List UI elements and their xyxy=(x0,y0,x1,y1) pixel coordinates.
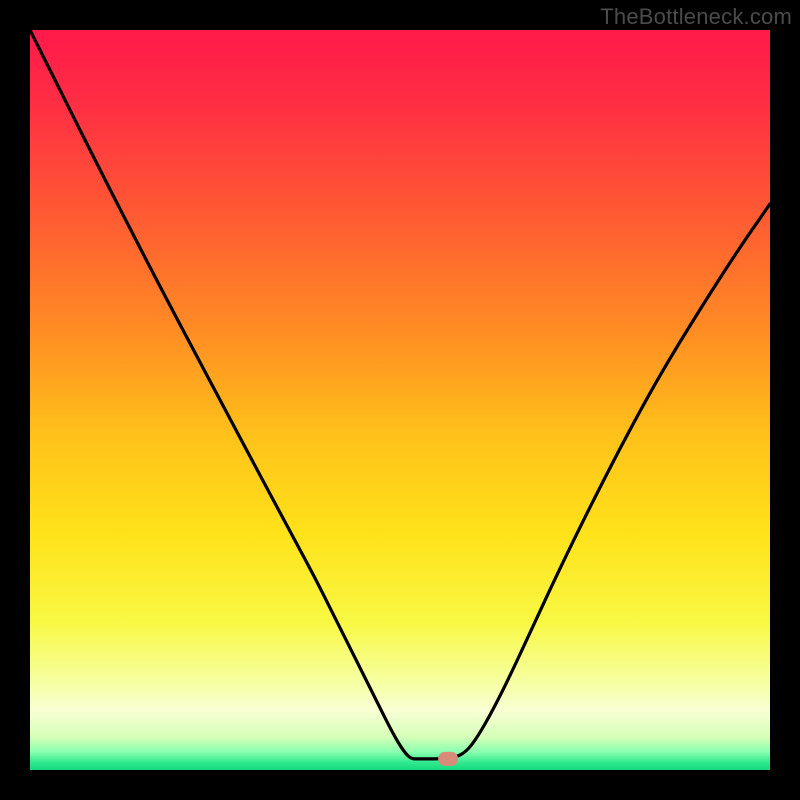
bottleneck-chart xyxy=(0,0,800,800)
plot-background xyxy=(30,30,770,770)
watermark-text: TheBottleneck.com xyxy=(600,4,792,30)
chart-container: TheBottleneck.com xyxy=(0,0,800,800)
optimum-marker xyxy=(438,752,458,766)
